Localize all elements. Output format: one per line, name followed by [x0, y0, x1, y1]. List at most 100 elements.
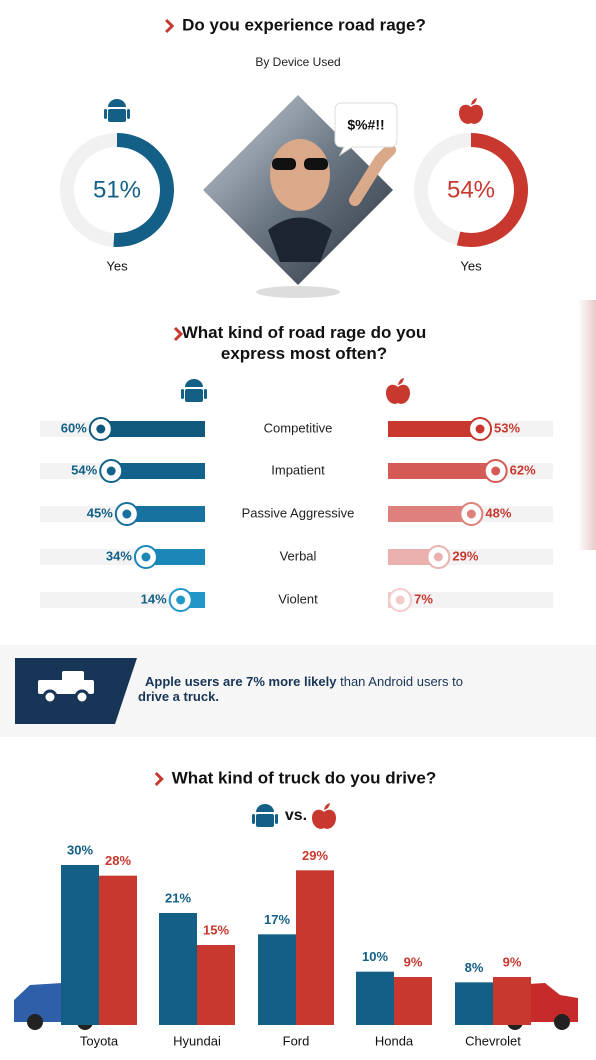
android-arm — [181, 389, 184, 399]
android-body — [108, 109, 126, 122]
bar-value: 54% — [71, 462, 97, 477]
bar-value: 29% — [302, 848, 328, 863]
bar-icon-glyph — [176, 595, 186, 605]
bar-track — [40, 592, 205, 608]
bar-icon-glyph — [395, 595, 405, 605]
bar-icon-glyph — [122, 509, 132, 519]
bar-value: 48% — [485, 505, 511, 520]
apple-icon — [459, 98, 483, 124]
donut-value: 54% — [447, 176, 495, 203]
category-label: Competitive — [264, 420, 333, 435]
bar-value: 30% — [67, 842, 93, 857]
bar-value: 9% — [503, 954, 522, 969]
speech-bubble — [334, 102, 398, 157]
bar — [388, 549, 439, 565]
bar-value: 60% — [61, 420, 87, 435]
apple-icon — [312, 803, 336, 829]
chevron — [165, 18, 175, 34]
bubble-text: $%#!! — [347, 117, 384, 133]
subtitle: By Device Used — [255, 55, 340, 69]
bar-value: 34% — [106, 548, 132, 563]
android-arm — [104, 109, 107, 119]
bar-value: 7% — [414, 591, 433, 606]
bar-value: 28% — [105, 853, 131, 868]
bar-value: 45% — [87, 505, 113, 520]
bar — [394, 977, 432, 1025]
bar — [388, 463, 496, 479]
donut-arc — [456, 133, 528, 247]
section-title: Do you experience road rage? — [182, 15, 426, 34]
bar — [100, 421, 205, 437]
bar — [356, 971, 394, 1025]
android-icon — [104, 99, 130, 122]
bar — [126, 506, 205, 522]
bar — [388, 421, 481, 437]
android-icon — [252, 804, 278, 827]
category-label: Violent — [278, 591, 318, 606]
bar-value: 10% — [362, 949, 388, 964]
bar-icon-glyph — [475, 424, 485, 434]
donut-value: 51% — [93, 176, 141, 203]
bar-icon-glyph — [466, 509, 476, 519]
bar-track — [388, 592, 553, 608]
android-body — [256, 814, 274, 827]
callout-text: Apple users are 7% more likely than Andr… — [138, 674, 467, 704]
chevron — [154, 771, 164, 787]
android-head — [185, 379, 203, 387]
android-arm — [204, 389, 207, 399]
x-tick-label: Hyundai — [173, 1033, 221, 1048]
bar-value: 14% — [141, 591, 167, 606]
apple-icon — [386, 378, 410, 404]
bar-icon-glyph — [141, 552, 151, 562]
bar — [159, 913, 197, 1025]
android-arm — [275, 814, 278, 824]
bar-value: 62% — [510, 462, 536, 477]
photo-shadow — [256, 286, 340, 298]
apple-body — [386, 384, 410, 404]
bar-value: 9% — [404, 954, 423, 969]
bar-icon-glyph — [491, 466, 501, 476]
chevron — [173, 326, 184, 342]
callout-segment: Apple users are 7% more likely — [145, 674, 337, 689]
apple-leaf — [324, 803, 330, 810]
bar — [455, 982, 493, 1025]
subtitle: vs. — [285, 807, 307, 824]
bar — [493, 977, 531, 1025]
apple-body — [312, 809, 336, 829]
bar-value: 15% — [203, 922, 229, 937]
bar — [111, 463, 205, 479]
bar — [99, 875, 137, 1025]
android-head — [108, 99, 126, 107]
bar — [258, 934, 296, 1025]
truck-icon — [38, 671, 94, 705]
android-icon — [181, 379, 207, 402]
donut-arc — [113, 133, 174, 247]
android-head — [256, 804, 274, 812]
section-title: What kind of truck do you drive? — [172, 768, 436, 787]
donut-category: Yes — [106, 258, 128, 273]
category-label: Passive Aggressive — [242, 505, 355, 520]
section-title: What kind of road rage do you express mos… — [182, 323, 427, 363]
x-tick-label: Toyota — [80, 1033, 119, 1048]
bar-value: 8% — [465, 960, 484, 975]
bar-value: 53% — [494, 420, 520, 435]
bar-icon-glyph — [433, 552, 443, 562]
x-tick-label: Ford — [283, 1033, 310, 1048]
bar-icon-glyph — [106, 466, 116, 476]
decor-strip — [578, 300, 596, 550]
bar — [296, 870, 334, 1025]
bar — [61, 865, 99, 1025]
apple-leaf — [471, 98, 477, 105]
category-label: Verbal — [280, 548, 317, 563]
bar-value: 21% — [165, 890, 191, 905]
android-arm — [252, 814, 255, 824]
callout-segment: drive a truck. — [138, 689, 219, 704]
bar — [388, 506, 472, 522]
android-arm — [127, 109, 130, 119]
x-tick-label: Honda — [375, 1033, 414, 1048]
donut-category: Yes — [460, 258, 482, 273]
bar — [145, 549, 205, 565]
bar — [197, 945, 235, 1025]
apple-leaf — [398, 378, 404, 385]
